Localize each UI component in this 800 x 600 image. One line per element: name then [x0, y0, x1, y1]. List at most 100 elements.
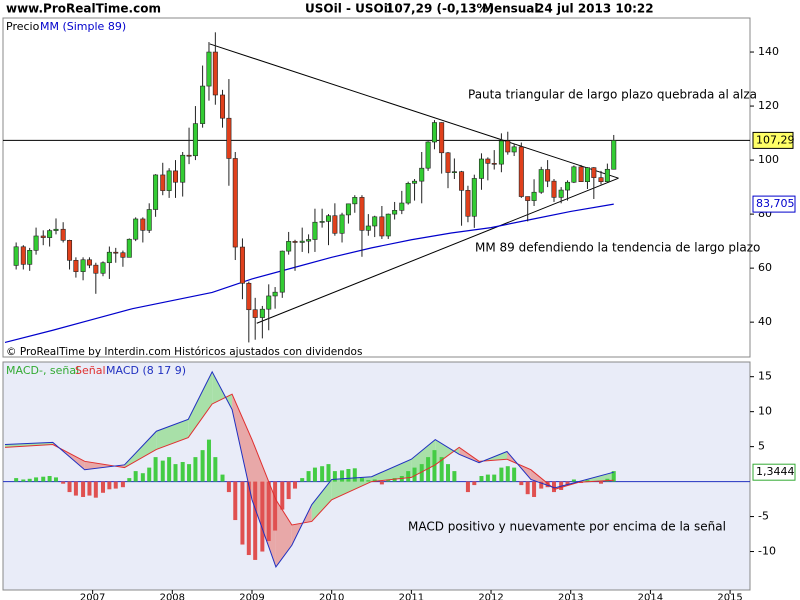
- macd-fill: [331, 476, 372, 500]
- histogram-bar: [512, 467, 517, 482]
- histogram-bar: [392, 478, 397, 482]
- histogram-bar: [21, 479, 26, 482]
- candle-body: [571, 166, 577, 183]
- macd-fill: [411, 439, 436, 478]
- histogram-bar: [406, 471, 411, 482]
- price: 107,29 (-0,13%): [386, 2, 494, 16]
- histogram-bar: [505, 466, 510, 482]
- histogram-bar: [539, 481, 544, 489]
- candle-body: [345, 203, 351, 216]
- candle-body: [525, 196, 531, 201]
- histogram-bar: [432, 450, 437, 482]
- x-tick-label: 2009: [239, 592, 264, 600]
- candle-body: [419, 167, 425, 182]
- histogram-bar: [485, 474, 490, 482]
- histogram-bar: [133, 471, 138, 482]
- ma-legend: MM (Simple 89): [40, 20, 126, 33]
- histogram-bar: [81, 481, 86, 497]
- candle-body: [405, 183, 411, 204]
- candle-body: [558, 189, 564, 198]
- candle-body: [392, 210, 398, 215]
- macd-fill: [232, 394, 252, 500]
- histogram-bar: [200, 450, 205, 482]
- candle-body: [551, 180, 557, 198]
- candle-body: [53, 228, 59, 231]
- candle-body: [312, 221, 318, 240]
- histogram-bar: [372, 479, 377, 482]
- candle-body: [126, 238, 132, 258]
- candle-body: [439, 122, 445, 154]
- candle-body: [220, 94, 226, 119]
- candle-body: [412, 180, 418, 184]
- histogram-bar: [120, 481, 125, 488]
- candle-body: [259, 308, 265, 318]
- histogram-bar: [67, 481, 72, 493]
- candle-body: [100, 262, 106, 274]
- candle-body: [385, 213, 391, 237]
- histogram-bar: [332, 471, 337, 482]
- histogram-bar: [346, 469, 351, 482]
- site: www.ProRealTime.com: [6, 2, 161, 16]
- candle-body: [266, 295, 272, 310]
- histogram-bar: [419, 464, 424, 482]
- x-tick-label: 2014: [638, 592, 663, 600]
- histogram-bar: [14, 478, 19, 482]
- histogram-bar: [340, 470, 345, 482]
- candle-body: [80, 259, 86, 272]
- y-tick-label: 60: [758, 261, 772, 274]
- annotation: MACD positivo y nuevamente por encima de…: [408, 520, 726, 534]
- histogram-bar: [41, 476, 46, 482]
- annotation: MM 89 defendiendo la tendencia de largo …: [475, 241, 760, 255]
- histogram-bar: [260, 481, 265, 552]
- candle-body: [372, 216, 378, 227]
- histogram-bar: [233, 481, 238, 521]
- macd-fill: [188, 371, 213, 438]
- candle-body: [246, 282, 252, 311]
- candle-body: [511, 146, 517, 153]
- histogram-bar: [107, 481, 112, 490]
- y-tick-label: 40: [758, 315, 772, 328]
- macd-value-box: [752, 463, 796, 481]
- candle-body: [272, 291, 278, 297]
- x-tick-label: 2008: [160, 592, 185, 600]
- histogram-bar: [472, 481, 477, 486]
- candle-body: [106, 251, 112, 264]
- candle-body: [33, 235, 39, 251]
- candle-body: [325, 215, 331, 222]
- histogram-bar: [551, 481, 556, 493]
- histogram-bar: [220, 474, 225, 482]
- histogram-bar: [306, 471, 311, 482]
- histogram-bar: [525, 481, 530, 495]
- candle-body: [73, 259, 79, 272]
- histogram-bar: [300, 478, 305, 482]
- candle-body: [591, 167, 597, 178]
- candle-body: [459, 171, 465, 191]
- candle-body: [133, 218, 139, 240]
- last-price-label: 107,29: [756, 133, 795, 146]
- candle-body: [359, 197, 365, 231]
- candle-body: [212, 51, 218, 96]
- histogram-bar: [446, 464, 451, 482]
- candle-body: [200, 85, 206, 124]
- histogram-bar: [187, 464, 192, 482]
- histogram-bar: [160, 460, 165, 482]
- candle-body: [306, 239, 312, 242]
- histogram-bar: [286, 481, 291, 500]
- candle-body: [505, 140, 511, 153]
- histogram-bar: [359, 478, 364, 482]
- candle-body: [86, 259, 92, 266]
- candle-body: [611, 140, 617, 170]
- price-panel: [2, 17, 751, 358]
- x-tick-label: 2011: [399, 592, 424, 600]
- histogram-bar: [47, 476, 52, 482]
- histogram-bar: [452, 471, 457, 482]
- period: Mensual: [482, 2, 539, 16]
- macd-fill: [4, 442, 53, 448]
- candle-body: [232, 158, 238, 248]
- candle-body: [584, 167, 590, 182]
- candle-body: [399, 202, 405, 211]
- histogram-bar: [598, 481, 603, 484]
- histogram-bar: [34, 477, 39, 482]
- candle-body: [20, 246, 26, 265]
